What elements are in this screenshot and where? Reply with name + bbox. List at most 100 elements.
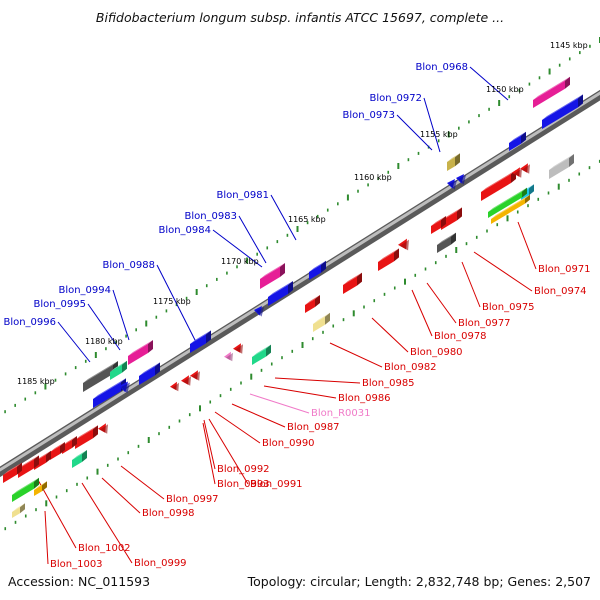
leader-line [469, 66, 509, 101]
gene-block [549, 154, 574, 179]
leader-line [212, 229, 263, 268]
gene-label-blon-0994: Blon_0994 [58, 285, 111, 296]
gene-labels: Blon_0968 Blon_0972 Blon_0973 Blon_0981 Blon… [3, 62, 590, 570]
gene-arrow [447, 179, 457, 190]
leader-line [231, 403, 286, 428]
map-title: Bifidobacterium longum subsp. infantis A… [96, 10, 504, 25]
position-label-1145-kbp: 1145 kbp [550, 41, 588, 50]
position-label-1175-kbp: 1175 kbp [153, 297, 191, 306]
gene-label-blon-0981: Blon_0981 [216, 190, 269, 201]
gene-label-blon-1003: Blon_1003 [50, 559, 103, 570]
gene-block [491, 194, 530, 224]
gene-block [437, 232, 456, 253]
gene-label-blon-0988: Blon_0988 [102, 260, 155, 271]
gene-arrow [181, 375, 191, 386]
leader-line [263, 385, 337, 399]
position-label-1155-kbp: 1155 kbp [420, 130, 458, 139]
gene-label-blon-0973: Blon_0973 [342, 110, 395, 121]
gene-label-blon-0993: Blon_0993 [217, 479, 270, 490]
position-label-1185-kbp: 1185 kbp [17, 377, 55, 386]
gene-arrow [190, 370, 200, 381]
gene-arrow [224, 351, 233, 362]
leader-line [81, 482, 133, 564]
gene-label-blon-0992: Blon_0992 [217, 464, 270, 475]
leader-line [249, 393, 310, 414]
gene-block [481, 170, 516, 201]
gene-label-blon-0991: Blon_0991 [250, 479, 303, 490]
gene-label-blon-0998: Blon_0998 [142, 508, 195, 519]
gene-label-blon-1002: Blon_1002 [78, 543, 131, 554]
genome-backbone [0, 89, 600, 478]
gene-block [441, 207, 462, 230]
gene-arrow [119, 381, 130, 394]
gene-block [343, 272, 362, 294]
leader-line [112, 289, 130, 341]
gene-block [542, 94, 583, 129]
gene-block [313, 312, 330, 332]
leader-line [101, 477, 141, 514]
gene-label-blon-0971: Blon_0971 [538, 264, 591, 275]
gene-block [509, 131, 526, 151]
gene-label-blon-0977: Blon_0977 [458, 318, 511, 329]
gene-arrow [233, 343, 243, 354]
leader-line [214, 411, 261, 444]
gene-block [34, 481, 47, 496]
gene-arrow [254, 306, 264, 317]
gene-block [110, 360, 127, 380]
gene-block [12, 503, 25, 518]
gene-block [72, 450, 87, 468]
gene-label-blon-0968: Blon_0968 [415, 62, 468, 73]
gene-label-blon-0984: Blon_0984 [158, 225, 211, 236]
gene-block [3, 462, 22, 483]
leader-line [57, 321, 91, 363]
gene-label-blon-0999: Blon_0999 [134, 558, 187, 569]
gene-label-blon-0972: Blon_0972 [369, 93, 422, 104]
gene-arrow [520, 163, 530, 174]
gene-arrow [512, 167, 522, 178]
gene-block [18, 455, 39, 478]
gene-label-blon-0978: Blon_0978 [434, 331, 487, 342]
gene-block [309, 260, 326, 280]
gene-label-blon-0996: Blon_0996 [3, 317, 56, 328]
gene-block [305, 295, 320, 313]
gene-block [128, 340, 153, 365]
gene-arrow [456, 174, 466, 185]
gene-label-blon-0986: Blon_0986 [338, 393, 391, 404]
leader-line [371, 317, 409, 353]
genome-summary-text: Topology: circular; Length: 2,832,748 bp… [247, 574, 591, 589]
gene-block [447, 153, 460, 171]
gene-label-blon-0995: Blon_0995 [33, 299, 86, 310]
gene-block [50, 442, 65, 460]
leader-line [156, 264, 197, 343]
gene-block [62, 436, 77, 454]
gene-block [139, 362, 160, 385]
gene-label-blon-0974: Blon_0974 [534, 286, 587, 297]
leader-line [208, 418, 249, 485]
gene-features [3, 76, 583, 518]
leader-line [473, 251, 533, 292]
gene-arrow [398, 238, 409, 251]
label-leader-lines [37, 66, 537, 565]
gene-block [268, 281, 293, 306]
gene-label-blon-0990: Blon_0990 [262, 438, 315, 449]
leader-line [426, 282, 457, 324]
leader-line [120, 465, 165, 500]
position-label-1165-kbp: 1165 kbp [288, 215, 326, 224]
accession-text: Accession: NC_011593 [8, 574, 150, 589]
leader-line [37, 479, 77, 549]
gene-label-blon-0982: Blon_0982 [384, 362, 437, 373]
gene-block [533, 76, 570, 108]
gene-block [378, 248, 399, 271]
gene-label-blon-0985: Blon_0985 [362, 378, 415, 389]
gene-block [190, 330, 211, 353]
gene-block [75, 425, 98, 449]
leader-line [423, 97, 441, 153]
gene-label-blon-r0031: Blon_R0031 [311, 408, 371, 419]
gene-label-blon-0983: Blon_0983 [184, 211, 237, 222]
gene-label-blon-0975: Blon_0975 [482, 302, 535, 313]
leader-line [411, 289, 433, 337]
leader-line [274, 377, 361, 384]
leader-line [87, 303, 121, 351]
leader-line [203, 419, 216, 470]
